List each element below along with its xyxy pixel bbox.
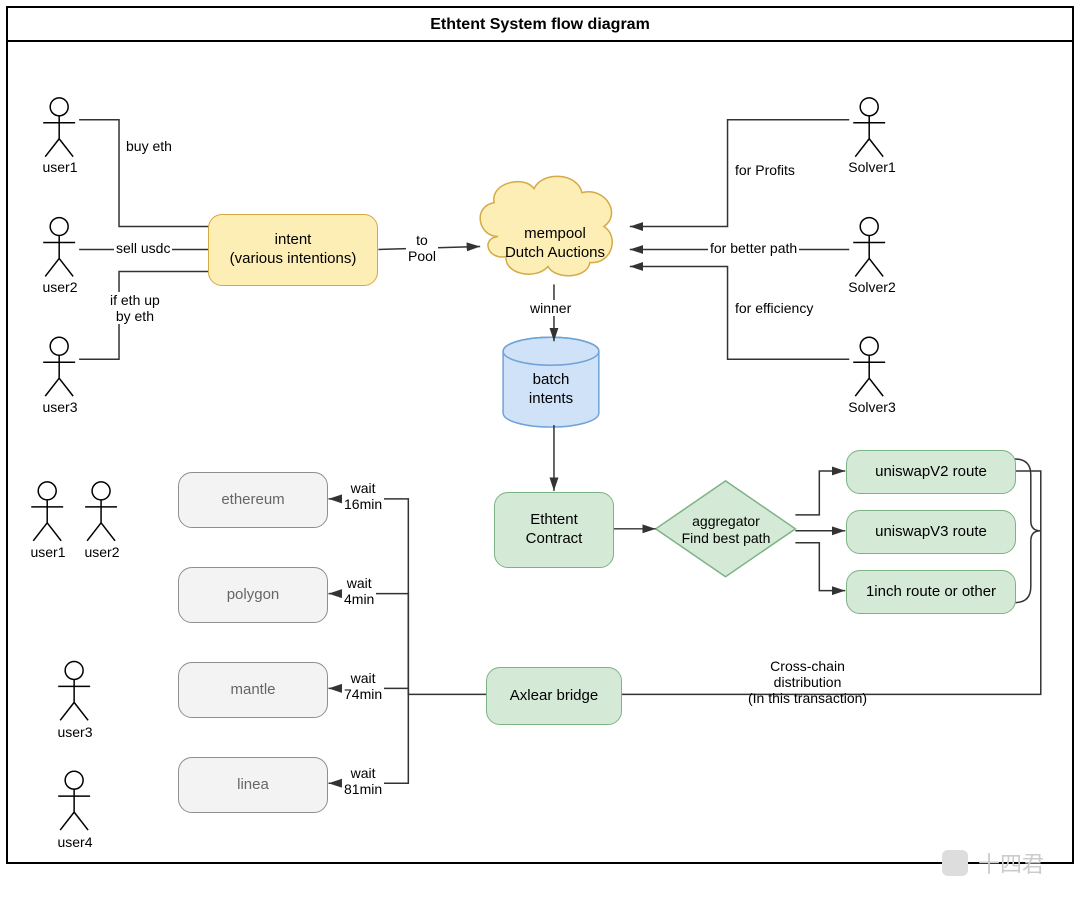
diagram-title: Ethtent System flow diagram bbox=[8, 8, 1072, 42]
label-wait-16: wait 16min bbox=[342, 480, 384, 512]
intent-line2: (various intentions) bbox=[230, 250, 357, 267]
linea-text: linea bbox=[237, 776, 269, 795]
oneinch-node: 1inch route or other bbox=[846, 570, 1016, 614]
actor-label-bl_user3: user3 bbox=[49, 724, 101, 740]
label-sell-usdc: sell usdc bbox=[114, 240, 172, 256]
mempool-text: mempool Dutch Auctions bbox=[480, 214, 630, 274]
diagram-frame: Ethtent System flow diagram bbox=[6, 6, 1074, 864]
label-crosschain: Cross-chain distribution (In this transa… bbox=[746, 658, 869, 706]
watermark-text: 十四君 bbox=[978, 847, 1044, 879]
label-wait-4: wait 4min bbox=[342, 575, 376, 607]
ethereum-node: ethereum bbox=[178, 472, 328, 528]
univ2-text: uniswapV2 route bbox=[875, 463, 987, 482]
label-buy-eth: buy eth bbox=[124, 138, 174, 154]
intent-node: intent (various intentions) bbox=[208, 214, 378, 286]
label-wait-81: wait 81min bbox=[342, 765, 384, 797]
watermark: 十四君 bbox=[942, 847, 1044, 879]
routes-bracket bbox=[1015, 459, 1041, 603]
univ2-node: uniswapV2 route bbox=[846, 450, 1016, 494]
label-winner: winner bbox=[528, 300, 573, 316]
mempool-line2: Dutch Auctions bbox=[505, 244, 605, 261]
univ3-text: uniswapV3 route bbox=[875, 523, 987, 542]
ethtent-line2: Contract bbox=[526, 530, 583, 547]
axlear-node: Axlear bridge bbox=[486, 667, 622, 725]
batch-line1: batch bbox=[533, 371, 570, 388]
oneinch-text: 1inch route or other bbox=[866, 583, 996, 602]
actor-label-solver2: Solver2 bbox=[846, 279, 898, 295]
label-for-efficiency: for efficiency bbox=[733, 300, 815, 316]
actor-label-bl_user4: user4 bbox=[49, 834, 101, 850]
actor-label-user2: user2 bbox=[34, 279, 86, 295]
axlear-text: Axlear bridge bbox=[510, 687, 598, 706]
batch-text: batch intents bbox=[503, 360, 599, 420]
linea-node: linea bbox=[178, 757, 328, 813]
univ3-node: uniswapV3 route bbox=[846, 510, 1016, 554]
actor-label-bl_user2: user2 bbox=[76, 544, 128, 560]
polygon-text: polygon bbox=[227, 586, 280, 605]
aggregator-line2: Find best path bbox=[682, 530, 771, 546]
ethtent-line1: Ethtent bbox=[530, 511, 578, 528]
label-for-better-path: for better path bbox=[708, 240, 799, 256]
actor-label-user3: user3 bbox=[34, 399, 86, 415]
label-if-eth: if eth up by eth bbox=[108, 292, 162, 324]
polygon-node: polygon bbox=[178, 567, 328, 623]
actor-label-solver3: Solver3 bbox=[846, 399, 898, 415]
label-for-profits: for Profits bbox=[733, 162, 797, 178]
diagram-canvas: intent (various intentions) mempool Dutc… bbox=[8, 42, 1072, 862]
intent-line1: intent bbox=[275, 231, 312, 248]
ethereum-text: ethereum bbox=[221, 491, 284, 510]
mempool-line1: mempool bbox=[524, 225, 586, 242]
mantle-text: mantle bbox=[230, 681, 275, 700]
ethtent-node: Ethtent Contract bbox=[494, 492, 614, 568]
actor-label-solver1: Solver1 bbox=[846, 159, 898, 175]
batch-line2: intents bbox=[529, 390, 573, 407]
aggregator-line1: aggregator bbox=[692, 513, 760, 529]
wechat-icon bbox=[942, 850, 968, 876]
actor-label-user1: user1 bbox=[34, 159, 86, 175]
mantle-node: mantle bbox=[178, 662, 328, 718]
aggregator-text: aggregator Find best path bbox=[656, 498, 796, 562]
label-to-pool: to Pool bbox=[406, 232, 438, 264]
actor-label-bl_user1: user1 bbox=[22, 544, 74, 560]
label-wait-74: wait 74min bbox=[342, 670, 384, 702]
